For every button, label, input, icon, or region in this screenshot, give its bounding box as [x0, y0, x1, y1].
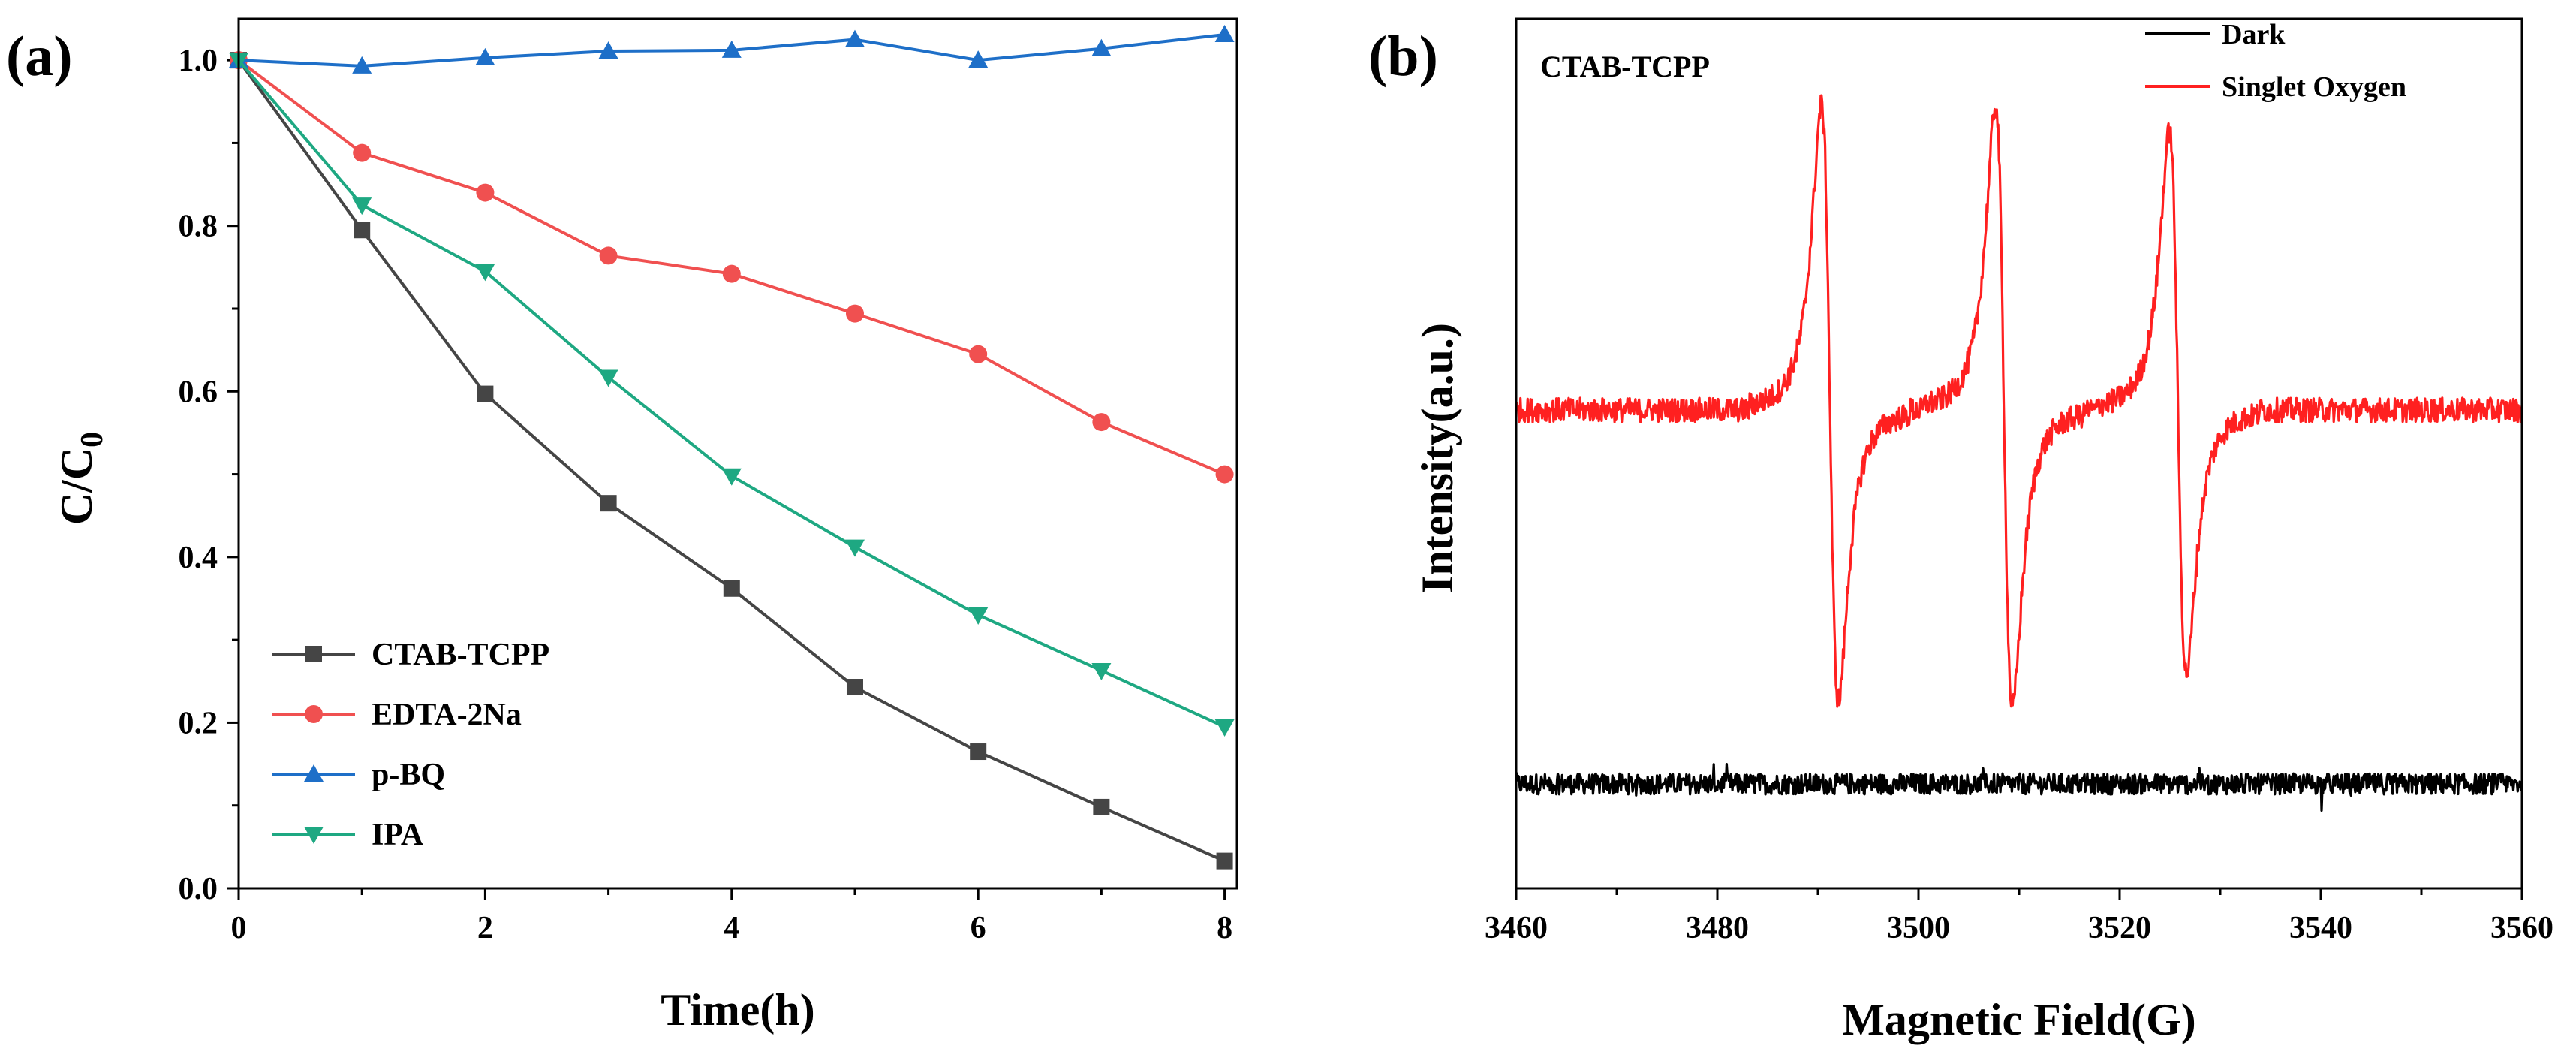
series-ctab-tcpp — [230, 52, 1233, 870]
data-point — [477, 385, 494, 402]
panel-b-x-tick-label: 3560 — [2490, 911, 2553, 945]
data-point — [354, 222, 371, 239]
panel-a: (a) C/C0 0 2 4 6 8 0.0 0.2 0.4 0.6 0.8 1… — [6, 17, 1238, 1035]
legend-label: p-BQ — [372, 758, 445, 792]
data-point — [846, 679, 863, 696]
panel-a-y-tick-label: 0.0 — [179, 872, 218, 906]
panel-a-y-tick-label: 0.8 — [179, 209, 218, 244]
legend-label: Dark — [2222, 19, 2286, 50]
data-point — [1091, 662, 1112, 680]
legend-marker — [304, 827, 324, 844]
panel-a-y-tick-label: 0.6 — [179, 375, 218, 409]
data-point — [1214, 719, 1235, 737]
panel-a-y-axis-title-main: C/C — [52, 448, 101, 525]
panel-a-series — [229, 24, 1235, 870]
panel-b-y-axis-title: Intensity(a.u.) — [1413, 323, 1462, 593]
series-p-bq — [229, 24, 1235, 74]
legend-marker — [305, 705, 323, 723]
panel-b: (b) Intensity(a.u.) 3460 3480 3500 3520 … — [1368, 17, 2553, 1044]
data-point — [970, 743, 987, 761]
series-line — [237, 59, 1226, 863]
panel-b-x-axis-title: Magnetic Field(G) — [1842, 995, 2196, 1044]
data-point — [475, 47, 495, 65]
data-point — [845, 304, 864, 323]
data-point — [969, 345, 988, 363]
data-point — [599, 246, 618, 265]
data-point — [598, 369, 618, 387]
legend-entry-singlet-oxygen: Singlet Oxygen — [2145, 71, 2406, 103]
panel-b-tick-labels: 3460 3480 3500 3520 3540 3560 — [1485, 911, 2553, 945]
panel-b-label: (b) — [1368, 25, 1438, 88]
data-point — [1092, 413, 1111, 432]
panel-b-legend: Dark Singlet Oxygen — [2145, 19, 2406, 103]
series-ipa — [229, 53, 1235, 737]
panel-a-x-tick-label: 2 — [477, 911, 493, 945]
panel-a-legend: CTAB-TCPP EDTA-2Na p-BQ IPA — [272, 638, 549, 852]
panel-b-x-tick-label: 3460 — [1485, 911, 1548, 945]
data-point — [844, 29, 865, 47]
legend-label: Singlet Oxygen — [2222, 71, 2406, 103]
panel-b-ticks — [1515, 888, 2523, 900]
data-point — [353, 143, 372, 162]
data-point — [1215, 465, 1234, 484]
panel-a-x-axis-title: Time(h) — [661, 985, 815, 1035]
panel-a-plot-frame — [237, 17, 1238, 890]
panel-a-y-tick-label: 1.0 — [179, 44, 218, 78]
panel-b-x-tick-label: 3500 — [1887, 911, 1950, 945]
panel-b-x-tick-label: 3480 — [1686, 911, 1749, 945]
legend-entry-edta-2na: EDTA-2Na — [272, 698, 522, 732]
panel-a-y-axis-title: C/C0 — [52, 432, 110, 525]
series-edta-2na — [230, 51, 1234, 484]
legend-entry-ctab-tcpp: CTAB-TCPP — [272, 638, 549, 672]
spectrum-line — [1515, 762, 2523, 812]
panel-b-x-tick-label: 3520 — [2088, 911, 2151, 945]
data-point — [352, 56, 372, 74]
data-point — [968, 607, 989, 625]
legend-entry-p-bq: p-BQ — [272, 758, 445, 792]
panel-b-series — [1515, 94, 2523, 812]
data-point — [721, 40, 742, 58]
panel-a-x-tick-label: 6 — [971, 911, 986, 945]
panel-a-y-tick-label: 0.2 — [179, 706, 218, 740]
legend-marker — [304, 764, 324, 782]
series-singlet-oxygen — [1515, 94, 2523, 708]
panel-b-x-tick-label: 3540 — [2289, 911, 2352, 945]
legend-label: IPA — [372, 818, 424, 852]
data-point — [1091, 38, 1112, 56]
data-point — [1093, 798, 1110, 815]
panel-a-x-tick-label: 0 — [231, 911, 247, 945]
panel-b-plot-frame — [1515, 17, 2523, 890]
data-point — [598, 41, 618, 59]
data-point — [844, 539, 865, 557]
legend-entry-dark: Dark — [2145, 19, 2286, 50]
panel-b-inset-title: CTAB-TCPP — [1540, 50, 1710, 83]
data-point — [1216, 852, 1233, 870]
data-point — [600, 495, 617, 512]
data-point — [722, 264, 741, 283]
series-dark — [1515, 762, 2523, 812]
data-point — [352, 197, 372, 216]
legend-marker — [305, 646, 322, 662]
data-point — [475, 264, 495, 282]
legend-label: EDTA-2Na — [372, 698, 522, 732]
legend-entry-ipa: IPA — [272, 818, 424, 852]
panel-a-x-tick-label: 4 — [724, 911, 739, 945]
legend-label: CTAB-TCPP — [372, 638, 549, 672]
panel-a-y-tick-label: 0.4 — [179, 541, 218, 575]
data-point — [968, 50, 989, 68]
data-point — [1214, 24, 1235, 42]
data-point — [476, 183, 495, 202]
panel-a-label: (a) — [6, 25, 73, 88]
panel-a-x-tick-label: 8 — [1217, 911, 1232, 945]
panel-a-y-axis-title-sub: 0 — [75, 432, 110, 448]
data-point — [723, 580, 740, 597]
panel-a-tick-labels: 0 2 4 6 8 0.0 0.2 0.4 0.6 0.8 1.0 — [179, 44, 1233, 945]
data-point — [721, 468, 742, 486]
spectrum-line — [1515, 94, 2523, 708]
